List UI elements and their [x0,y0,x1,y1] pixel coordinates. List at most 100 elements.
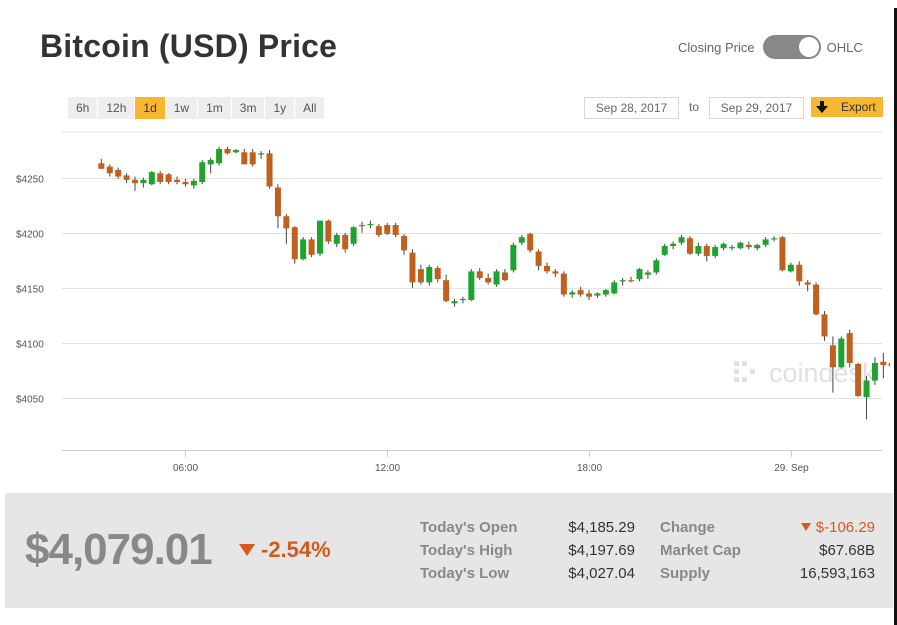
range-button-6h[interactable]: 6h [68,97,98,119]
candle-body [720,243,727,249]
candle [518,234,525,245]
date-from-field[interactable]: Sep 28, 2017 [584,97,679,119]
candle-body [535,251,542,266]
candle [207,157,214,174]
export-button[interactable]: Export [811,97,883,117]
candle [855,362,862,398]
candle [182,178,189,187]
candle-body [283,216,290,229]
candle [871,357,878,385]
candle [266,150,273,189]
candle-body [174,179,181,183]
candle [342,232,349,253]
candle [443,274,450,303]
candle-body [199,162,206,183]
candle-body [544,265,551,272]
candle-body [325,220,332,242]
range-button-1m[interactable]: 1m [198,97,231,119]
candle-body [266,153,273,187]
candle [594,292,601,298]
download-arrow-icon [816,101,828,113]
candle [316,220,323,256]
y-tick-label: $4050 [16,395,44,406]
candle-body [140,179,147,184]
candle [401,233,408,255]
candle-body [232,150,239,153]
candle [308,237,315,258]
market-cap-label: Market Cap [660,542,741,559]
candle-body [182,182,189,185]
candle-body [308,239,315,255]
todays-open-label: Today's Open [420,519,518,536]
candle [880,352,887,379]
candle [821,311,828,341]
candle [291,226,298,264]
candle [140,177,147,188]
date-to-field[interactable]: Sep 29, 2017 [709,97,804,119]
candle-body [577,290,584,295]
y-tick-label: $4100 [16,340,44,351]
candle [628,276,635,283]
candle [283,214,290,244]
candle-body [728,247,735,249]
change-value: $-106.29 [765,519,875,536]
candle [300,237,307,261]
candle-body [106,166,113,174]
percent-change-value: -2.54% [261,537,331,562]
candle [485,273,492,285]
date-to-separator: to [689,100,700,114]
candle [829,336,836,393]
candle-body [703,245,710,256]
candle-body [754,244,761,249]
range-button-1y[interactable]: 1y [265,97,295,119]
candle [796,261,803,286]
candle [157,171,164,185]
candle [611,280,618,295]
candle [359,221,366,233]
candle-body [375,226,382,235]
candle [216,146,223,166]
candles [98,146,890,420]
candle [131,176,138,191]
y-axis-labels: $4250 $4200 $4150 $4100 $4050 [16,175,44,406]
candle [232,148,239,154]
candle-body [434,268,441,280]
x-tick-label: 12:00 [375,463,400,474]
range-button-1w[interactable]: 1w [165,97,198,119]
candlestick-chart[interactable]: $4250 $4200 $4150 $4100 $4050 coindesk 06:00… [0,128,890,490]
candle-body [552,271,559,274]
candle-body [190,180,197,186]
range-button-3m[interactable]: 3m [231,97,265,119]
candle [720,242,727,251]
x-tick-label: 18:00 [577,463,602,474]
toggle-knob [798,37,819,57]
chart-mode-toggle-group: Closing Price OHLC [678,34,863,60]
candle-body [560,273,567,295]
right-edge-bar [894,8,897,625]
candle-body [249,152,256,165]
todays-low-label: Today's Low [420,565,510,582]
candle [510,242,517,273]
candle-body [619,280,626,282]
candle [451,298,458,307]
range-button-12h[interactable]: 12h [98,97,135,119]
candle [333,232,340,248]
candle-body [224,148,231,154]
candle-body [300,239,307,260]
candle [888,362,890,367]
range-button-all[interactable]: All [295,97,325,119]
chart-mode-toggle[interactable] [762,35,821,59]
current-price: $4,079.01 [25,525,213,574]
export-label: Export [841,100,876,114]
candle-body [207,159,214,165]
candle [384,222,391,235]
candle-body [359,225,366,227]
candle [804,280,811,292]
candle [586,290,593,301]
range-button-1d[interactable]: 1d [135,97,165,119]
candle-body [476,271,483,278]
coindesk-watermark: coindesk [734,358,876,388]
candle-body [628,280,635,282]
supply-value: 16,593,163 [799,565,875,582]
candle-body [653,260,660,273]
